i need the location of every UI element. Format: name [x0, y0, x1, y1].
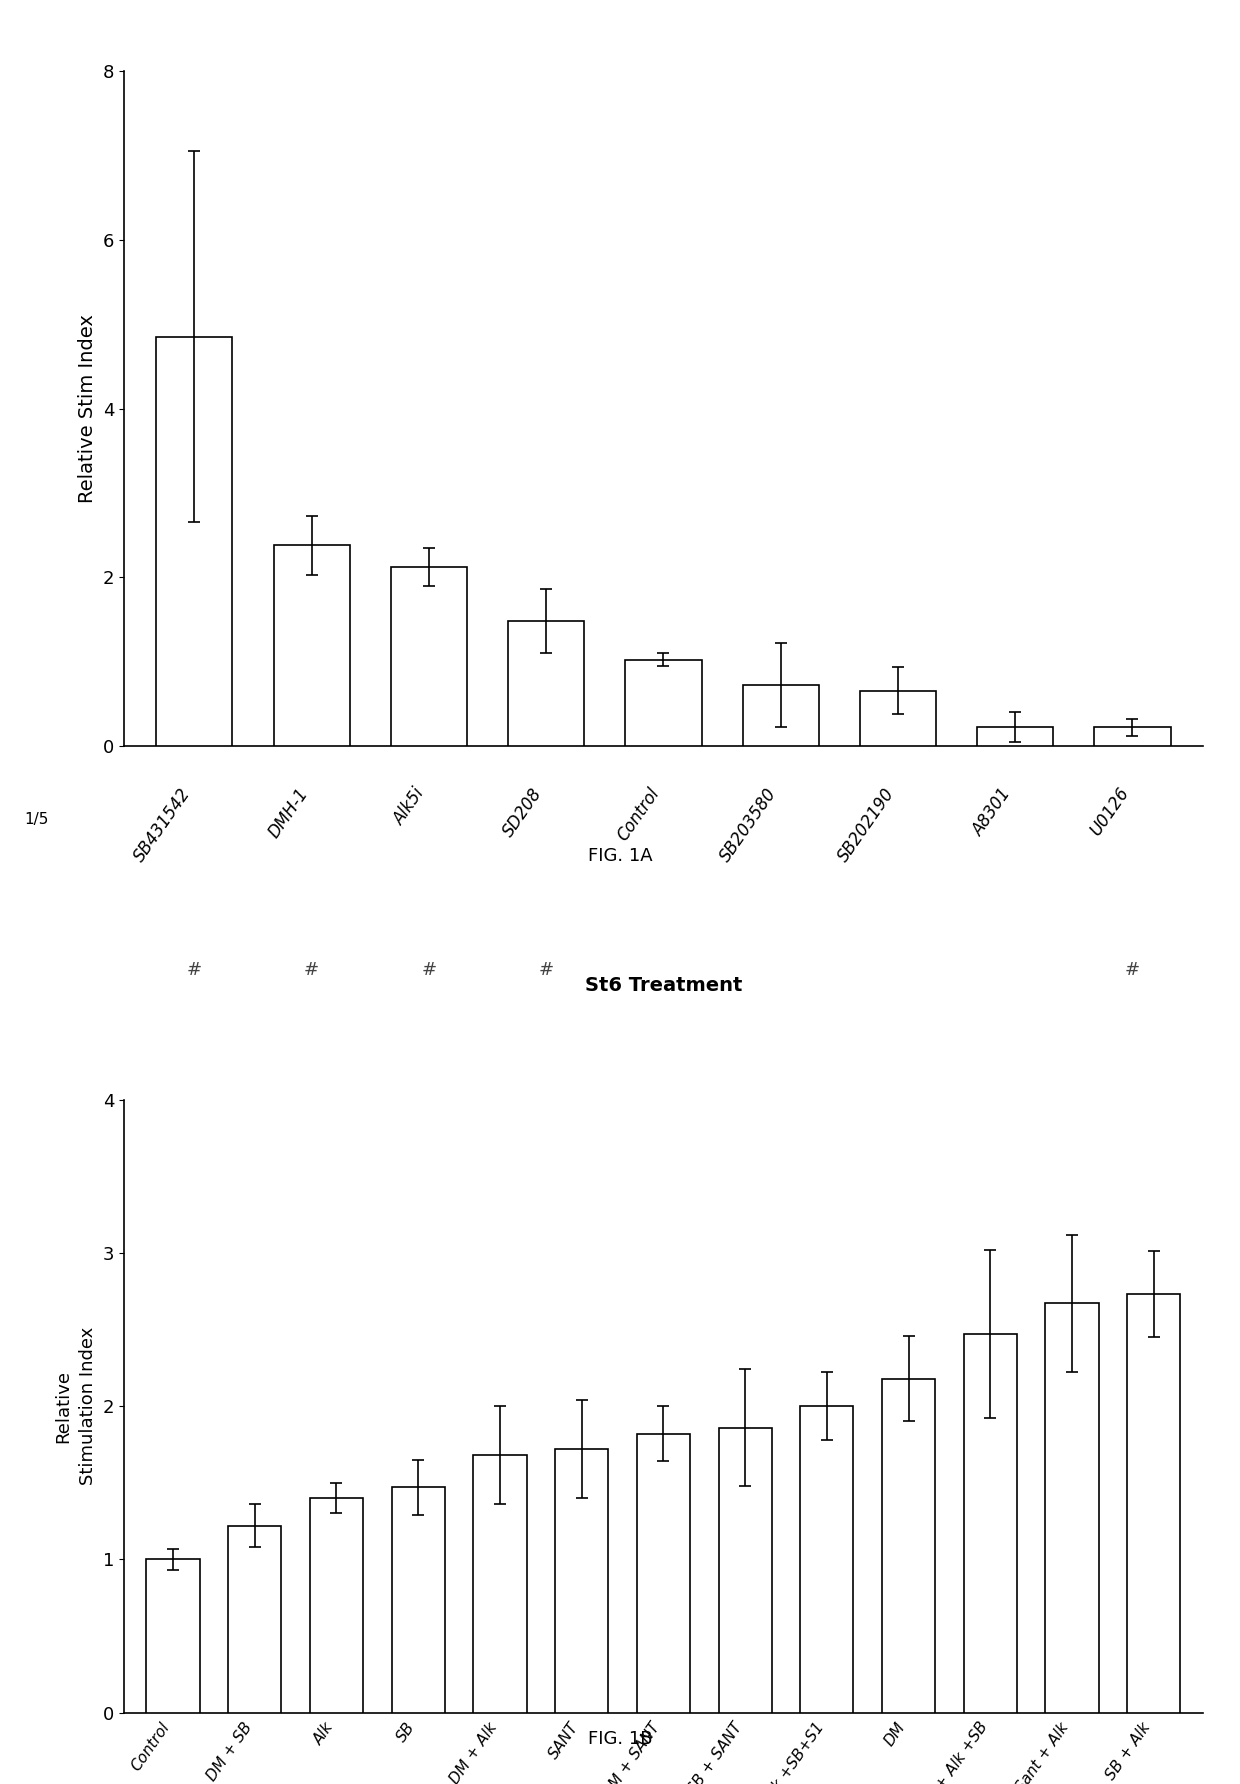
Bar — [1127, 1293, 1180, 1713]
Text: #: # — [187, 962, 202, 979]
Bar — [146, 1559, 200, 1713]
Text: #: # — [304, 962, 319, 979]
Bar — [274, 546, 350, 746]
Bar — [474, 1456, 527, 1713]
Text: 1/5: 1/5 — [25, 812, 50, 826]
Bar — [963, 1334, 1017, 1713]
Text: #: # — [1125, 962, 1140, 979]
Bar — [228, 1525, 281, 1713]
Text: #: # — [538, 962, 554, 979]
Bar — [800, 1406, 853, 1713]
X-axis label: St6 Treatment: St6 Treatment — [585, 976, 742, 995]
Bar — [718, 1427, 771, 1713]
Bar — [392, 1488, 445, 1713]
Bar — [556, 1449, 609, 1713]
Bar — [508, 621, 584, 746]
Text: FIG. 1A: FIG. 1A — [588, 847, 652, 865]
Bar — [859, 690, 936, 746]
Bar — [391, 567, 467, 746]
Bar — [156, 337, 232, 746]
Text: FIG. 1B: FIG. 1B — [588, 1730, 652, 1748]
Bar — [977, 728, 1053, 746]
Y-axis label: Relative Stim Index: Relative Stim Index — [78, 314, 97, 503]
Bar — [882, 1379, 935, 1713]
Y-axis label: Relative
Stimulation Index: Relative Stimulation Index — [55, 1327, 97, 1486]
Bar — [1095, 728, 1171, 746]
Bar — [1045, 1304, 1099, 1713]
Bar — [625, 660, 702, 746]
Bar — [310, 1499, 363, 1713]
Bar — [743, 685, 818, 746]
Text: #: # — [422, 962, 436, 979]
Bar — [637, 1434, 689, 1713]
